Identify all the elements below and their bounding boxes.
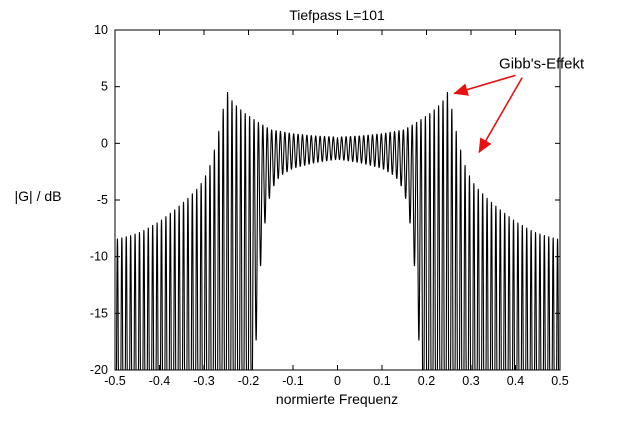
x-tick-label: 0.3: [462, 374, 479, 388]
axis-tick-labels: -0.5 -0.4 -0.3 -0.2 -0.1 0 0.1 0.2 0.3 0.4 0.5 10 5 0…: [90, 23, 569, 388]
y-axis-label: |G| / dB: [15, 188, 62, 204]
y-tick-label: 0: [101, 136, 108, 150]
y-tick-label: -20: [90, 363, 108, 377]
x-tick-label: -0.1: [282, 374, 304, 388]
y-tick-label: -5: [97, 193, 108, 207]
gibbs-arrow-to-stopband-ripple: [478, 77, 523, 154]
magnitude-curve: [114, 91, 561, 371]
axis-ticks: [114, 29, 561, 371]
x-tick-label: -0.2: [238, 374, 260, 388]
y-tick-label: 5: [101, 80, 108, 94]
y-tick-label: -15: [90, 306, 108, 320]
gibbs-effect-annotation: Gibb's-Effekt: [453, 56, 585, 154]
x-tick-label: 0.5: [551, 374, 568, 388]
x-tick-label: 0.4: [507, 374, 524, 388]
gibbs-effect-label: Gibb's-Effekt: [499, 56, 585, 73]
plot-box: [114, 29, 561, 371]
x-tick-label: 0.1: [373, 374, 390, 388]
x-tick-label: 0: [334, 374, 341, 388]
x-tick-label: 0.2: [418, 374, 435, 388]
y-tick-label: -10: [90, 250, 108, 264]
x-tick-label: -0.4: [149, 374, 171, 388]
plot-title: Tiefpass L=101: [289, 7, 385, 23]
y-tick-label: 10: [94, 23, 108, 37]
x-axis-label: normierte Frequenz: [276, 391, 398, 407]
gibbs-arrow-to-overshoot-peak: [453, 74, 516, 96]
x-tick-label: -0.3: [193, 374, 215, 388]
x-tick-label: -0.5: [104, 374, 126, 388]
